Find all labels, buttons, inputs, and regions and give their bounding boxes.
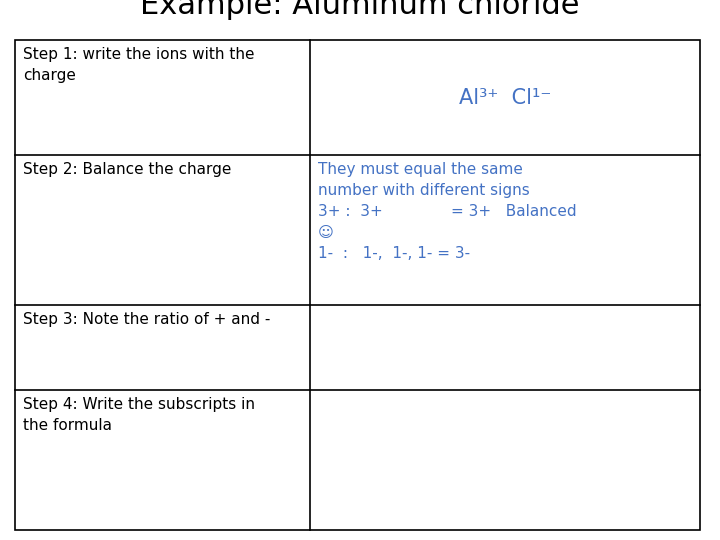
- Text: Al³⁺  Cl¹⁻: Al³⁺ Cl¹⁻: [459, 87, 552, 107]
- Text: Step 2: Balance the charge: Step 2: Balance the charge: [23, 162, 231, 177]
- Text: Example: Aluminum chloride: Example: Aluminum chloride: [140, 0, 580, 20]
- Text: Step 3: Note the ratio of + and -: Step 3: Note the ratio of + and -: [23, 312, 271, 327]
- Text: Step 1: write the ions with the
charge: Step 1: write the ions with the charge: [23, 47, 254, 83]
- Text: Step 4: Write the subscripts in
the formula: Step 4: Write the subscripts in the form…: [23, 397, 255, 433]
- Text: They must equal the same
number with different signs
3+ :  3+              = 3+ : They must equal the same number with dif…: [318, 162, 577, 261]
